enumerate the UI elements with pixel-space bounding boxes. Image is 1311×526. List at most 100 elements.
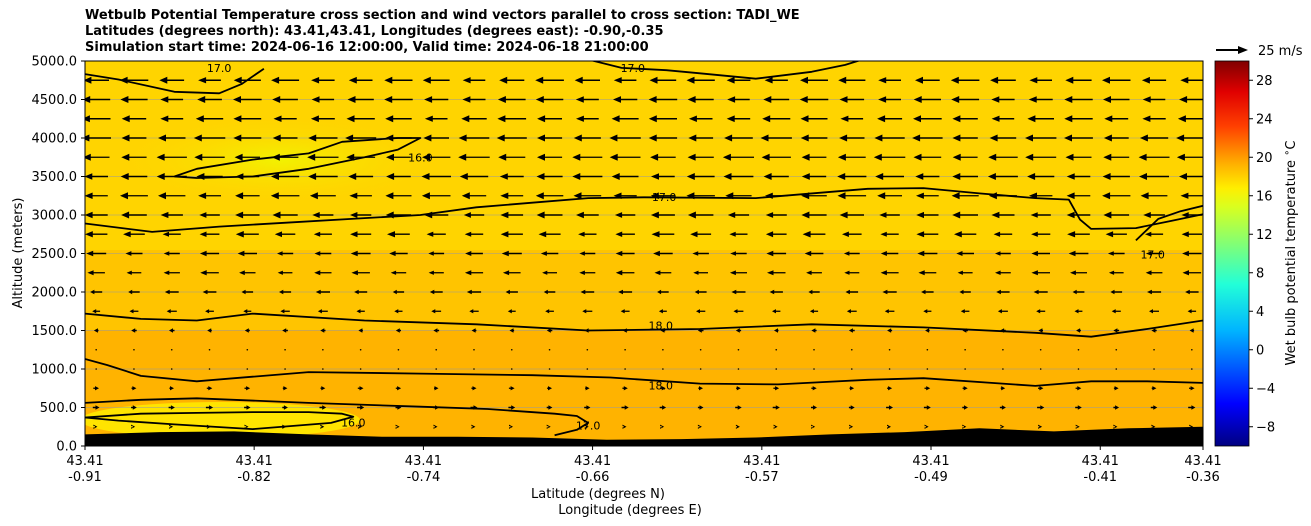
wind-vector [458,134,490,142]
wind-vector [199,231,220,237]
wind-vector [424,96,449,103]
wind-vector [990,76,1016,84]
wind-vector [1113,386,1119,391]
wind-vector [648,96,678,103]
wind-vector [997,309,1008,314]
wind-vector [458,153,490,161]
wind-vector [1141,76,1167,84]
wind-vector [93,386,99,391]
wind-vector [164,289,179,295]
wind-vector [573,192,602,200]
wind-vector [317,309,328,314]
wind-vector [1038,424,1043,429]
wind-vector [315,289,330,295]
chart-title-line-1: Wetbulb Potential Temperature cross sect… [85,8,800,23]
wind-vector [312,212,334,218]
wind-vector [913,96,941,103]
wind-vector [385,115,412,123]
wind-vector [760,134,792,142]
wind-vector [548,348,551,351]
wind-vector [422,153,451,161]
wind-vector [85,231,108,238]
wind-vector [735,424,740,429]
wind-vector [233,115,262,123]
wind-vector [848,328,855,333]
wind-vector [580,289,595,295]
wind-vector [801,192,827,200]
wind-vector [1182,250,1202,257]
wind-vector [1031,250,1050,257]
wind-vector [801,173,827,180]
wind-vector [989,134,1017,142]
y-axis: 0.0 500.0 1000.0 1500.0 2000.0 2500.0 3000.0 35… [32,55,85,455]
wind-vector [987,173,1018,180]
wind-vector [572,153,603,161]
wind-vector [500,192,524,199]
x-tick-label-lat: 43.41 [912,454,949,469]
wind-vector [765,212,787,218]
wind-vector [1077,368,1080,370]
chart-title-line-3: Simulation start time: 2024-06-16 12:00:… [85,40,649,55]
wind-vector [1033,289,1048,295]
wind-vector [92,309,101,314]
wind-vector [763,96,790,103]
wind-vector [1188,405,1196,410]
contour-label: 16.0 [408,152,433,165]
wind-vector [991,211,1015,219]
wind-vector [1037,405,1045,410]
quiver-key-arrowhead [1238,46,1248,54]
wind-vector [850,348,853,351]
wind-vector [1068,250,1089,257]
wind-vector [320,328,326,333]
wind-vector [767,270,786,276]
wind-vector [428,270,444,275]
wind-vector [880,231,899,237]
wind-vector [170,348,173,351]
wind-vector [1179,96,1203,103]
wind-vector [924,386,931,391]
y-tick-label: 4500.0 [32,93,78,108]
wind-vector [878,96,901,103]
wind-vector [95,368,97,370]
wind-vector [888,348,891,351]
wind-vector [1151,328,1157,333]
wind-vector [1153,368,1155,370]
wind-vector [959,289,971,295]
wind-vector [956,251,974,256]
wind-vector [586,368,589,370]
y-tick-label: 3500.0 [32,170,78,185]
wind-vector [237,250,257,257]
wind-vector [576,211,599,219]
wind-vector [358,328,363,333]
wind-vector [309,192,336,200]
wind-vector [1104,115,1129,123]
wind-vector [811,405,817,410]
wind-vector [1185,289,1199,295]
wind-vector [392,289,405,295]
wind-vector [163,270,180,275]
wind-vector [1187,309,1197,314]
x-tick-label-lat: 43.41 [574,454,611,469]
wind-vector [924,424,929,429]
wind-vector [85,153,110,161]
wind-vector [234,153,260,161]
wind-vector [244,328,250,333]
wind-vector [1039,348,1042,351]
contour-label: 17.0 [652,191,677,204]
wind-vector [962,386,968,391]
wind-vector [1075,405,1082,410]
wind-vector [206,424,211,429]
wind-vector [499,76,525,84]
wind-vector [208,348,211,351]
wind-vector [170,368,173,370]
wind-vector [765,192,788,199]
wind-vector [1189,328,1195,333]
wind-vector [727,212,750,218]
wind-vector [1115,348,1118,351]
wind-vector [199,250,220,257]
wind-vector [880,251,899,256]
wind-vector [578,231,597,237]
wind-vector [660,424,665,429]
wind-vector [385,192,412,200]
wind-vector [273,115,297,122]
